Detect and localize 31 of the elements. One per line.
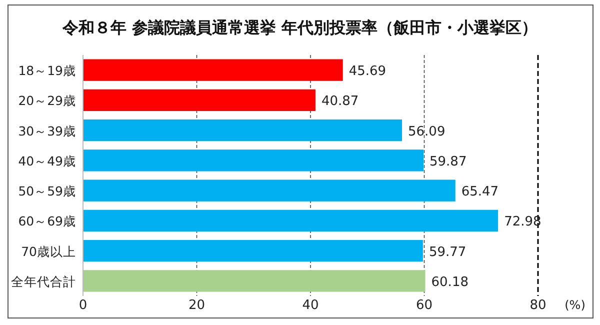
y-tick-label: 60～69歳 — [18, 214, 76, 229]
x-tick-label: 40 — [302, 298, 319, 313]
y-tick-label: 40～49歳 — [18, 153, 76, 168]
y-tick-label: 20～29歳 — [18, 93, 76, 108]
y-tick-label: 50～59歳 — [18, 184, 76, 199]
data-label: 65.47 — [461, 184, 499, 200]
y-tick-label: 全年代合計 — [11, 274, 76, 289]
bar — [83, 119, 402, 142]
bar — [83, 270, 426, 292]
x-tick-label: 80 — [530, 298, 546, 313]
bar — [83, 210, 498, 232]
data-label: 56.09 — [408, 124, 446, 140]
y-tick-label: 70歳以上 — [21, 244, 76, 259]
data-label: 59.87 — [430, 154, 467, 170]
y-tick-label: 18～19歳 — [18, 63, 76, 78]
bar — [83, 180, 456, 202]
data-label: 40.87 — [321, 94, 359, 110]
data-label: 72.98 — [504, 214, 542, 230]
bar — [83, 240, 423, 262]
chart-title: 令和８年 参議院議員通常選挙 年代別投票率（飯田市・小選挙区） — [61, 18, 538, 37]
x-tick-label: 20 — [188, 298, 206, 313]
x-tick-label: 0 — [78, 298, 88, 313]
y-tick-label: 30～39歳 — [18, 123, 76, 138]
x-axis-title: (%) — [564, 298, 586, 312]
data-label: 45.69 — [348, 64, 386, 80]
x-tick-label: 60 — [416, 298, 433, 313]
bar — [83, 59, 343, 81]
data-label: 59.77 — [428, 244, 466, 260]
bar — [83, 89, 316, 112]
data-label: 60.18 — [431, 274, 468, 290]
bar — [83, 150, 424, 172]
